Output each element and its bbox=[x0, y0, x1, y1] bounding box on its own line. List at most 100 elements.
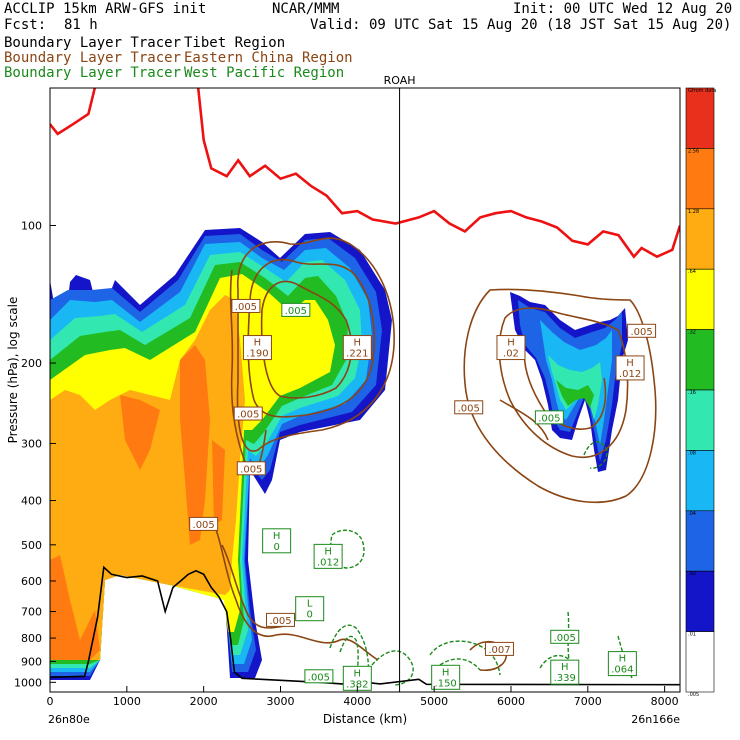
contour-label-box bbox=[231, 298, 261, 313]
green-contour-2 bbox=[329, 624, 370, 681]
contour-label-box bbox=[189, 516, 219, 531]
organization: NCAR/MMM bbox=[272, 1, 340, 17]
green-contour-9 bbox=[617, 635, 633, 679]
x-tick-label: 4000 bbox=[343, 695, 371, 708]
extremum-value: 0 bbox=[273, 542, 279, 553]
contour-label-box bbox=[342, 335, 372, 361]
contour-label: H.012 bbox=[615, 355, 645, 381]
extremum-value: .221 bbox=[346, 349, 368, 360]
colorbar-level-label: 1.28 bbox=[688, 209, 699, 215]
extremum-letter: H bbox=[561, 662, 569, 673]
brown-contour-sw bbox=[499, 399, 549, 441]
figure-header: ACCLIP 15km ARW-GFS init NCAR/MMM Init: … bbox=[0, 0, 740, 90]
model-name: ACCLIP 15km ARW-GFS init bbox=[4, 1, 207, 17]
contour-value: .005 bbox=[308, 672, 330, 683]
extremum-value: .012 bbox=[317, 557, 339, 568]
contour-label-box bbox=[265, 612, 295, 627]
colorbar-swatch bbox=[685, 268, 715, 330]
x-axis: 0 1000 2000 3000 4000 5000 6000 7000 8000 bbox=[47, 686, 679, 708]
colorbar-swatch bbox=[685, 87, 715, 149]
colorbar-swatch bbox=[685, 148, 715, 210]
roah-marker-label: ROAH bbox=[384, 74, 416, 87]
extremum-value: .02 bbox=[503, 349, 519, 360]
y-tick-label: 1000 bbox=[14, 676, 42, 689]
section-end-point: 26n166e bbox=[631, 713, 680, 726]
tracer-region-eastern-china: Eastern China Region bbox=[184, 50, 353, 66]
y-tick-label: 300 bbox=[21, 437, 42, 450]
section-start-point: 26n80e bbox=[48, 713, 90, 726]
contour-label-box bbox=[550, 629, 580, 644]
contour-label: .007 bbox=[484, 641, 514, 656]
y-tick-label: 600 bbox=[21, 575, 42, 588]
contour-label-box bbox=[484, 641, 514, 656]
colorbar-level-label: .08 bbox=[688, 450, 696, 456]
y-axis-label: Pressure (hPa), log scale bbox=[6, 297, 20, 444]
colorbar-level-label: .02 bbox=[688, 571, 696, 577]
init-time: Init: 00 UTC Wed 12 Aug 20 bbox=[513, 1, 733, 17]
x-tick-label: 2000 bbox=[190, 695, 218, 708]
extremum-letter: H bbox=[254, 338, 262, 349]
contour-label: .005 bbox=[233, 406, 263, 421]
contour-value: .005 bbox=[240, 464, 262, 475]
extremum-value: .150 bbox=[435, 678, 457, 689]
extremum-letter: H bbox=[626, 358, 634, 369]
colorbar-swatch bbox=[685, 510, 715, 572]
x-tick-label: 6000 bbox=[497, 695, 525, 708]
green-contour-10 bbox=[583, 441, 608, 469]
colorbar-level-label: Gfrom data bbox=[688, 88, 716, 94]
extremum-value: .382 bbox=[346, 679, 368, 690]
contour-label: .005 bbox=[281, 302, 311, 317]
tracer-shading-east-teal bbox=[548, 355, 602, 420]
extremum-letter: H bbox=[354, 668, 362, 679]
brown-contour-low bbox=[211, 519, 379, 661]
tracer-region-tibet: Tibet Region bbox=[184, 35, 286, 51]
y-tick-label: 800 bbox=[21, 632, 42, 645]
valid-time: Valid: 09 UTC Sat 15 Aug 20 (18 JST Sat … bbox=[310, 17, 732, 33]
contour-label-box bbox=[627, 323, 657, 338]
contour-label-box bbox=[550, 659, 580, 685]
contour-value: .005 bbox=[269, 616, 291, 627]
contour-label-box bbox=[242, 335, 272, 361]
green-contour-5 bbox=[429, 640, 501, 676]
contour-label-box bbox=[454, 400, 484, 415]
colorbar-level-label: .01 bbox=[688, 632, 696, 638]
x-tick-label: 0 bbox=[47, 695, 54, 708]
contour-label: .005 bbox=[304, 669, 334, 684]
tracer-field bbox=[50, 228, 628, 680]
contour-label-box bbox=[431, 664, 461, 690]
contour-value: .007 bbox=[488, 645, 510, 656]
contour-value: .005 bbox=[193, 520, 215, 531]
y-tick-label: 900 bbox=[21, 655, 42, 668]
contour-label: .005 bbox=[231, 298, 261, 313]
contour-value: .005 bbox=[285, 306, 307, 317]
colorbar: Gfrom data 2.56 1.28 .64 .32 .16 .08 .04 .02 .01.… bbox=[685, 87, 716, 698]
contour-value: .005 bbox=[554, 633, 576, 644]
contour-value: .005 bbox=[538, 413, 560, 424]
contour-label-box bbox=[313, 543, 343, 569]
extremum-value: .064 bbox=[611, 665, 633, 676]
contour-label-box bbox=[295, 596, 325, 622]
contour-label-box bbox=[304, 669, 334, 684]
contour-value: .005 bbox=[630, 327, 652, 338]
extremum-letter: H bbox=[507, 338, 515, 349]
colorbar-level-label: .64 bbox=[688, 269, 696, 275]
y-axis: 100 200 300 400 500 600 700 800 900 1000 bbox=[14, 220, 56, 689]
forecast-hour: 81 h bbox=[64, 17, 98, 33]
contour-label: H.150 bbox=[431, 664, 461, 690]
colorbar-swatch bbox=[685, 389, 715, 451]
colorbar-level-label: .04 bbox=[688, 511, 696, 517]
x-tick-label: 5000 bbox=[420, 695, 448, 708]
extremum-value: .339 bbox=[554, 673, 576, 684]
contour-label-box bbox=[281, 302, 311, 317]
colorbar-level-label: .32 bbox=[688, 330, 696, 336]
tracer-label-eastern-china: Boundary Layer Tracer bbox=[4, 50, 182, 66]
contour-label: H.064 bbox=[607, 651, 637, 677]
contour-label: H.02 bbox=[496, 335, 526, 361]
contour-label: H.190 bbox=[242, 335, 272, 361]
y-tick-label: 100 bbox=[21, 220, 42, 233]
y-tick-label: 400 bbox=[21, 495, 42, 508]
y-tick-label: 500 bbox=[21, 539, 42, 552]
forecast-label: Fcst: bbox=[4, 17, 47, 33]
contour-label: H.339 bbox=[550, 659, 580, 685]
